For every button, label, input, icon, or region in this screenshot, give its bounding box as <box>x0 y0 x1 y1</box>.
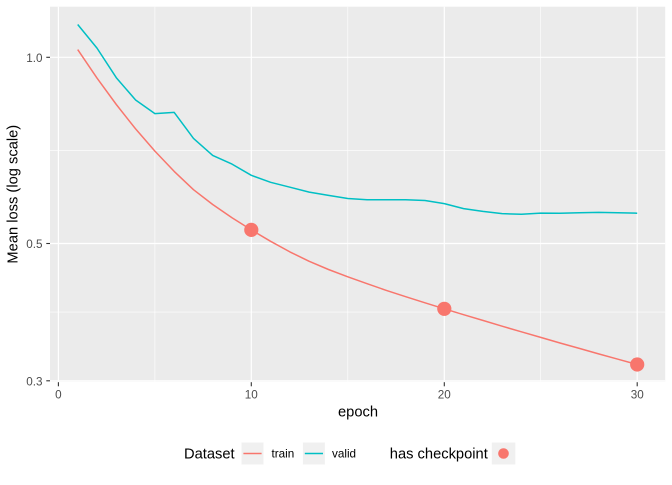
svg-text:Dataset: Dataset <box>184 447 235 463</box>
svg-text:has checkpoint: has checkpoint <box>390 447 488 463</box>
svg-text:Mean loss (log scale): Mean loss (log scale) <box>6 125 22 264</box>
svg-text:0: 0 <box>55 388 62 401</box>
svg-text:epoch: epoch <box>338 404 378 420</box>
svg-text:train: train <box>272 448 295 461</box>
svg-text:0.3: 0.3 <box>26 375 42 388</box>
svg-text:0.5: 0.5 <box>26 238 43 251</box>
svg-text:10: 10 <box>245 388 259 401</box>
svg-text:20: 20 <box>438 388 452 401</box>
svg-text:valid: valid <box>332 448 356 461</box>
svg-text:1.0: 1.0 <box>26 52 43 65</box>
svg-text:30: 30 <box>631 388 645 401</box>
